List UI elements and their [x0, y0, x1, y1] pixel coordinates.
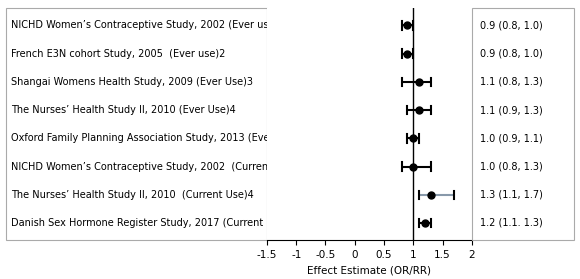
- Text: French E3N cohort Study, 2005  (Ever use)2: French E3N cohort Study, 2005 (Ever use)…: [11, 49, 226, 59]
- Text: NICHD Women’s Contraceptive Study, 2002 (Ever use)1: NICHD Women’s Contraceptive Study, 2002 …: [11, 20, 284, 30]
- Text: 0.9 (0.8, 1.0): 0.9 (0.8, 1.0): [480, 20, 543, 30]
- Text: 1.1 (0.8, 1.3): 1.1 (0.8, 1.3): [480, 77, 543, 87]
- Text: Oxford Family Planning Association Study, 2013 (Ever Use)5: Oxford Family Planning Association Study…: [11, 133, 305, 143]
- Text: Danish Sex Hormone Register Study, 2017 (Current Use)6: Danish Sex Hormone Register Study, 2017 …: [11, 218, 295, 228]
- Text: The Nurses’ Health Study II, 2010 (Ever Use)4: The Nurses’ Health Study II, 2010 (Ever …: [11, 105, 236, 115]
- FancyBboxPatch shape: [472, 8, 574, 240]
- Text: The Nurses’ Health Study II, 2010  (Current Use)4: The Nurses’ Health Study II, 2010 (Curre…: [11, 190, 254, 200]
- Text: 1.0 (0.9, 1.1): 1.0 (0.9, 1.1): [480, 133, 543, 143]
- Text: 1.3 (1.1, 1.7): 1.3 (1.1, 1.7): [480, 190, 543, 200]
- Text: 1.1 (0.9, 1.3): 1.1 (0.9, 1.3): [480, 105, 543, 115]
- Text: 0.9 (0.8, 1.0): 0.9 (0.8, 1.0): [480, 49, 543, 59]
- Text: Shangai Womens Health Study, 2009 (Ever Use)3: Shangai Womens Health Study, 2009 (Ever …: [11, 77, 253, 87]
- Text: NICHD Women’s Contraceptive Study, 2002  (Current Use)1: NICHD Women’s Contraceptive Study, 2002 …: [11, 162, 303, 172]
- X-axis label: Effect Estimate (OR/RR): Effect Estimate (OR/RR): [307, 265, 432, 275]
- Text: 1.2 (1.1. 1.3): 1.2 (1.1. 1.3): [480, 218, 543, 228]
- FancyBboxPatch shape: [6, 8, 267, 240]
- Text: 1.0 (0.8, 1.3): 1.0 (0.8, 1.3): [480, 162, 543, 172]
